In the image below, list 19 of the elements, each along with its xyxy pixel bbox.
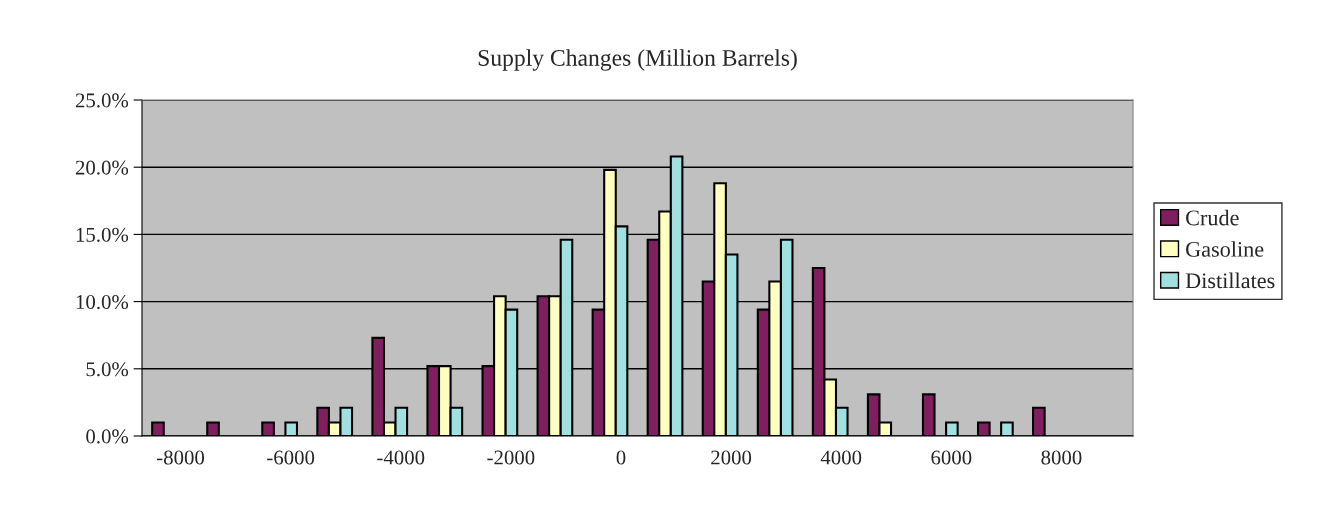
y-tick-label: 5.0% [86,362,129,377]
x-tick-label: -8000 [157,450,205,465]
x-tick-label: -2000 [487,450,535,465]
y-tick-label: 20.0% [75,160,129,175]
x-tick-label: -6000 [267,450,315,465]
x-tick-label: -4000 [377,450,425,465]
legend-label: Distillates [1185,272,1275,289]
x-tick-label: 6000 [931,450,972,465]
chart-title: Supply Changes (Million Barrels) [478,49,797,71]
legend-label: Crude [1186,209,1239,226]
legend-label: Gasoline [1186,241,1264,257]
x-tick-label: 2000 [711,450,752,465]
x-tick-label: 8000 [1041,450,1082,465]
x-tick-label: 4000 [820,450,862,465]
y-tick-label: 15.0% [76,227,129,242]
x-tick-label: 0 [616,450,626,465]
y-tick-label: 10.0% [76,294,129,310]
y-tick-label: 0.0% [86,429,129,444]
y-tick-label: 25.0% [75,93,129,108]
